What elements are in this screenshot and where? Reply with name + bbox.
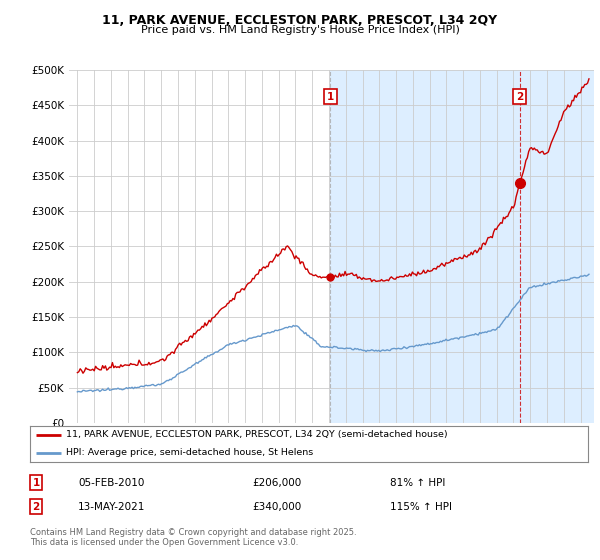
Text: 1: 1 [327, 92, 334, 102]
Text: 05-FEB-2010: 05-FEB-2010 [78, 478, 145, 488]
Text: £340,000: £340,000 [252, 502, 301, 512]
Text: 2: 2 [32, 502, 40, 512]
Text: £206,000: £206,000 [252, 478, 301, 488]
Text: HPI: Average price, semi-detached house, St Helens: HPI: Average price, semi-detached house,… [66, 449, 314, 458]
Text: 115% ↑ HPI: 115% ↑ HPI [390, 502, 452, 512]
Text: Price paid vs. HM Land Registry's House Price Index (HPI): Price paid vs. HM Land Registry's House … [140, 25, 460, 35]
Text: 13-MAY-2021: 13-MAY-2021 [78, 502, 145, 512]
Text: 11, PARK AVENUE, ECCLESTON PARK, PRESCOT, L34 2QY (semi-detached house): 11, PARK AVENUE, ECCLESTON PARK, PRESCOT… [66, 430, 448, 439]
Text: 2: 2 [516, 92, 523, 102]
Text: Contains HM Land Registry data © Crown copyright and database right 2025.
This d: Contains HM Land Registry data © Crown c… [30, 528, 356, 547]
Text: 1: 1 [32, 478, 40, 488]
Text: 81% ↑ HPI: 81% ↑ HPI [390, 478, 445, 488]
Bar [331, 70, 594, 423]
Text: 11, PARK AVENUE, ECCLESTON PARK, PRESCOT, L34 2QY: 11, PARK AVENUE, ECCLESTON PARK, PRESCOT… [103, 14, 497, 27]
